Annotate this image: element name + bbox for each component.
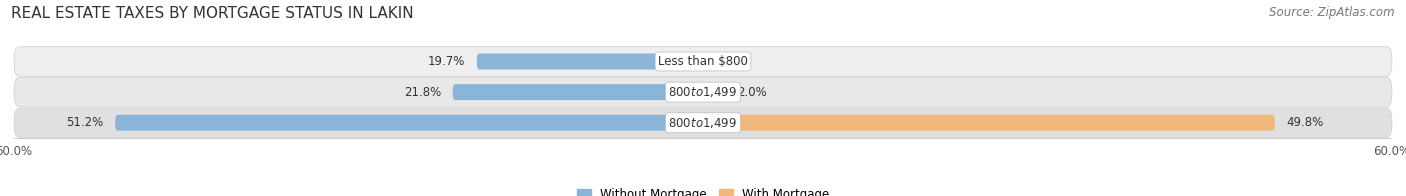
Text: $800 to $1,499: $800 to $1,499 xyxy=(668,85,738,99)
Text: Less than $800: Less than $800 xyxy=(658,55,748,68)
FancyBboxPatch shape xyxy=(14,77,1392,107)
FancyBboxPatch shape xyxy=(453,84,703,100)
Text: 21.8%: 21.8% xyxy=(404,86,441,99)
Legend: Without Mortgage, With Mortgage: Without Mortgage, With Mortgage xyxy=(572,183,834,196)
FancyBboxPatch shape xyxy=(14,47,1392,76)
FancyBboxPatch shape xyxy=(115,115,703,131)
Text: REAL ESTATE TAXES BY MORTGAGE STATUS IN LAKIN: REAL ESTATE TAXES BY MORTGAGE STATUS IN … xyxy=(11,6,413,21)
Text: $800 to $1,499: $800 to $1,499 xyxy=(668,116,738,130)
FancyBboxPatch shape xyxy=(703,115,1275,131)
FancyBboxPatch shape xyxy=(477,54,703,69)
Text: 51.2%: 51.2% xyxy=(66,116,104,129)
Text: Source: ZipAtlas.com: Source: ZipAtlas.com xyxy=(1270,6,1395,19)
Text: 2.0%: 2.0% xyxy=(738,86,768,99)
Text: 19.7%: 19.7% xyxy=(427,55,465,68)
FancyBboxPatch shape xyxy=(703,84,725,100)
Text: 0.0%: 0.0% xyxy=(720,55,749,68)
Text: 49.8%: 49.8% xyxy=(1286,116,1323,129)
FancyBboxPatch shape xyxy=(14,108,1392,137)
